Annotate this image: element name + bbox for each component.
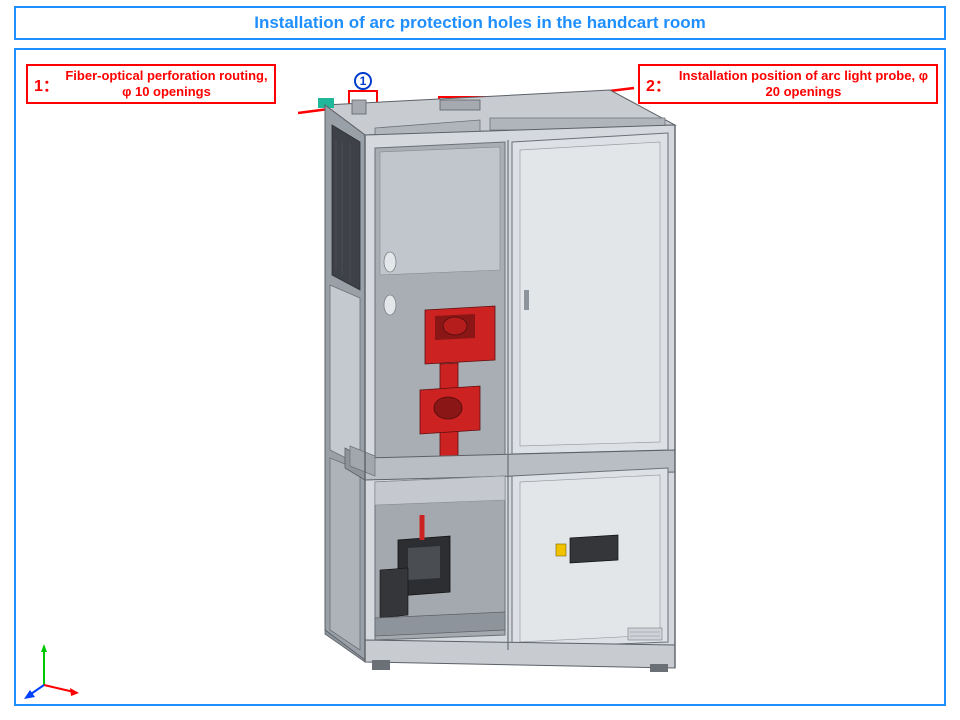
switchgear-cabinet-diagram [280, 70, 690, 680]
callout-fiber-optical: 1： Fiber-optical perforation routing, φ … [26, 64, 276, 104]
callout-text-1: Fiber-optical perforation routing, φ 10 … [65, 68, 268, 99]
title-bar: Installation of arc protection holes in … [14, 6, 946, 40]
callout-text-2: Installation position of arc light probe… [677, 68, 930, 99]
axis-gizmo-icon [24, 640, 84, 700]
callout-number-1: 1： [34, 72, 59, 96]
page-title: Installation of arc protection holes in … [254, 13, 706, 33]
